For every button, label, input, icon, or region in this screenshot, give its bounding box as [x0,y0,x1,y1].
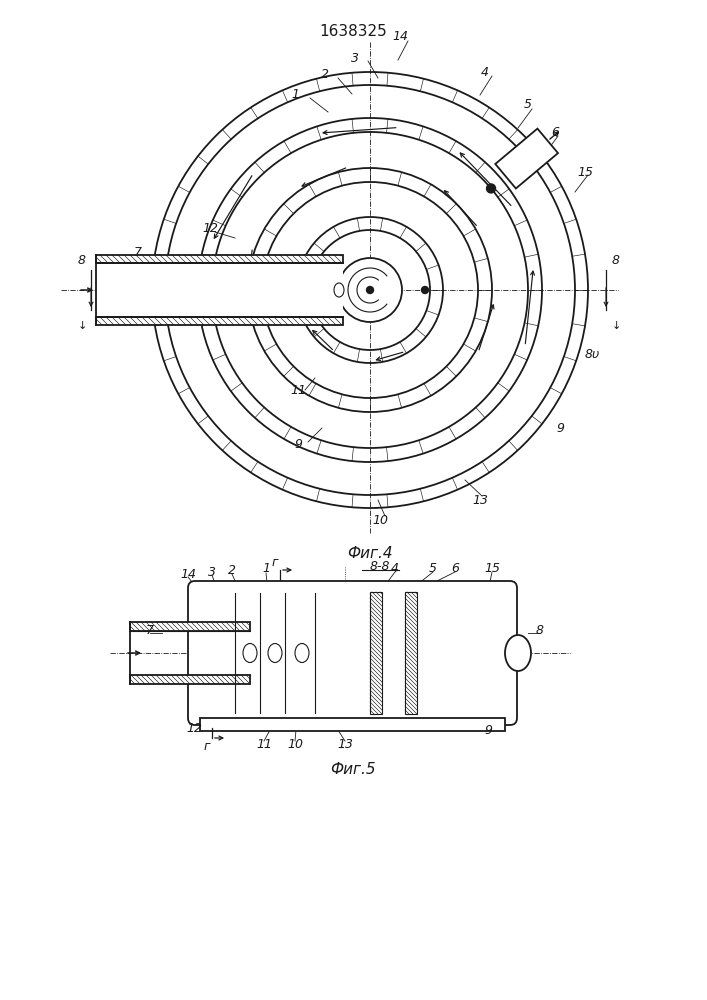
Text: 1: 1 [291,89,299,102]
Text: 6: 6 [551,125,559,138]
Text: 8: 8 [78,253,86,266]
Ellipse shape [268,644,282,662]
Ellipse shape [334,283,344,297]
Bar [130,622,250,631]
Text: 1: 1 [262,562,270,576]
Text: 5: 5 [429,562,437,576]
Text: 13: 13 [337,738,353,750]
Polygon shape [496,129,558,188]
Text: г: г [204,740,210,754]
Text: 9: 9 [294,438,302,452]
Text: 8: 8 [536,624,544,637]
Text: 11: 11 [290,383,306,396]
Text: Фиг.5: Фиг.5 [330,762,376,778]
Circle shape [248,168,492,412]
Bar [200,718,505,731]
Text: 1638325: 1638325 [319,24,387,39]
Ellipse shape [295,644,309,662]
Text: 4: 4 [391,562,399,576]
Circle shape [148,68,592,512]
Bar [96,317,343,325]
Circle shape [152,72,588,508]
Circle shape [486,184,496,193]
Text: 14: 14 [180,568,196,580]
Text: 8υ: 8υ [585,349,600,361]
Circle shape [198,118,542,462]
Text: 13: 13 [472,493,488,506]
Circle shape [297,217,443,363]
Bar [370,592,382,714]
Ellipse shape [505,635,531,671]
Bar [130,675,250,684]
Bar [405,592,417,714]
Text: 11: 11 [256,738,272,750]
Text: 10: 10 [287,738,303,750]
Text: г: г [271,556,279,568]
Text: 2: 2 [228,564,236,578]
Text: 9: 9 [484,724,492,736]
Text: Фиг.4: Фиг.4 [347,546,393,560]
Text: 15: 15 [484,562,500,576]
Text: 5: 5 [524,99,532,111]
Text: 7: 7 [146,624,154,637]
Circle shape [421,286,428,294]
Text: 7: 7 [134,245,142,258]
Text: 4: 4 [481,66,489,79]
Text: 12: 12 [186,722,202,734]
Bar [96,255,343,263]
Text: 3: 3 [351,51,359,64]
Text: 10: 10 [372,514,388,526]
Text: 12: 12 [202,222,218,234]
Text: ↓: ↓ [77,321,87,331]
Text: 15: 15 [577,165,593,178]
Text: 8-8: 8-8 [370,560,390,574]
Text: ↓: ↓ [612,321,621,331]
Ellipse shape [243,644,257,662]
Text: 9: 9 [556,422,564,434]
Circle shape [366,286,373,294]
Bar [96,263,343,317]
Text: 14: 14 [392,30,408,43]
Text: 6: 6 [451,562,459,576]
Text: 3: 3 [208,566,216,578]
Text: 8: 8 [612,253,620,266]
Text: 2: 2 [321,68,329,82]
FancyBboxPatch shape [188,581,517,725]
Circle shape [338,258,402,322]
